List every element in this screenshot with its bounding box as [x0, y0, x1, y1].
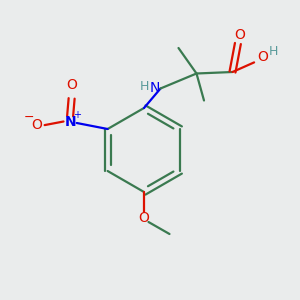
Text: O: O	[258, 50, 268, 64]
Text: O: O	[234, 28, 245, 42]
Text: N: N	[64, 115, 76, 128]
Text: O: O	[32, 118, 43, 132]
Text: +: +	[73, 110, 81, 120]
Text: O: O	[139, 211, 149, 224]
Text: O: O	[66, 78, 77, 92]
Text: −: −	[24, 111, 34, 124]
Text: H: H	[139, 80, 149, 93]
Text: N: N	[150, 82, 160, 95]
Text: H: H	[269, 45, 279, 58]
